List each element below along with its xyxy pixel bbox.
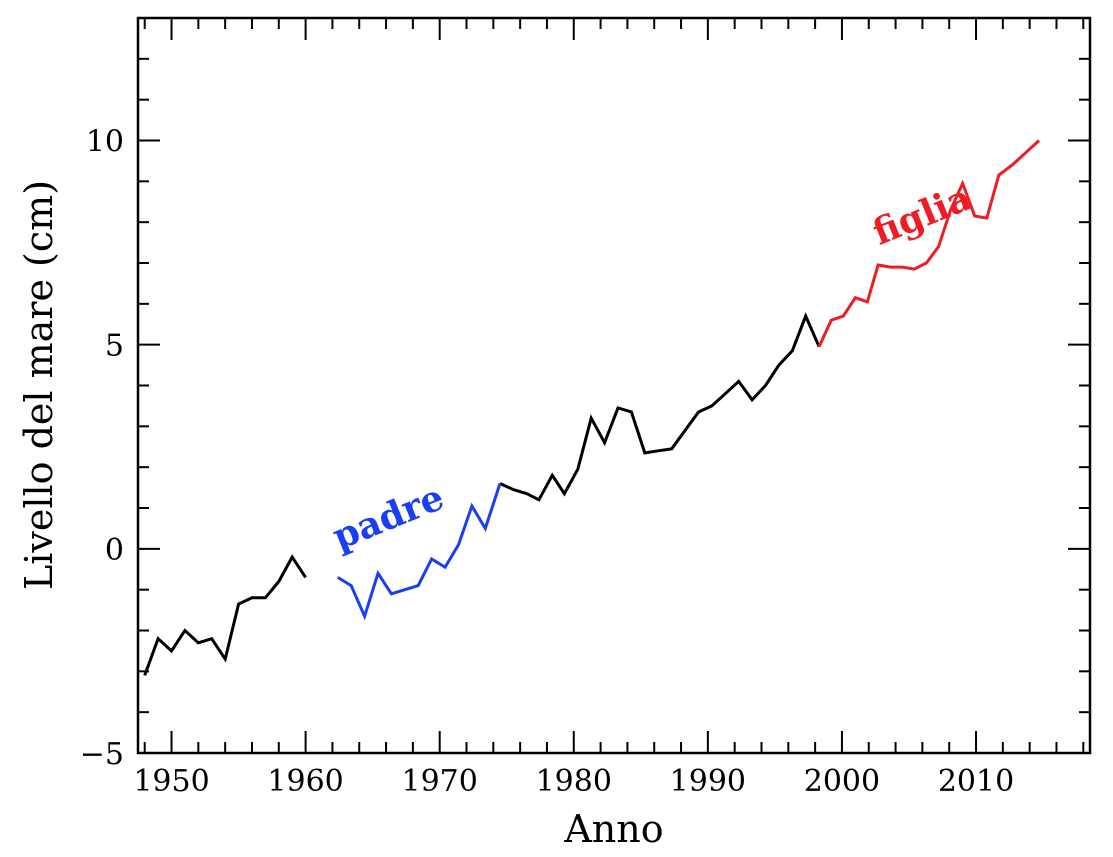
x-tick-label: 1980 [536, 764, 612, 799]
ticks-layer [138, 17, 1090, 754]
tick-labels-layer: 1950 1960 1970 1980 1990 2000 2010 −5 0 5 10 [80, 125, 1014, 800]
y-tick-label: −5 [80, 737, 124, 772]
x-tick-label: 1990 [670, 764, 746, 799]
annotation-padre: padre [327, 476, 450, 558]
series-line-segment-0 [143, 554, 307, 676]
annotation-figlia: figlia [867, 177, 977, 254]
series-line-padre [337, 483, 502, 621]
y-tick-label: 0 [105, 533, 124, 568]
series-line-figlia [817, 139, 1041, 348]
plot-frame [136, 16, 1092, 755]
x-tick-label: 2010 [938, 764, 1014, 799]
y-tick-label: 5 [105, 329, 124, 364]
annotations-layer: padre figlia [327, 177, 977, 559]
series-line-segment-1 [499, 312, 821, 502]
x-tick-label: 1950 [133, 764, 209, 799]
y-axis-label: Livello del mare (cm) [17, 180, 61, 590]
x-tick-label: 1960 [267, 764, 343, 799]
y-tick-label: 10 [86, 125, 124, 160]
series-layer [143, 139, 1041, 676]
x-tick-label: 2000 [804, 764, 880, 799]
x-axis-label: Anno [563, 807, 663, 851]
x-tick-label: 1970 [402, 764, 478, 799]
